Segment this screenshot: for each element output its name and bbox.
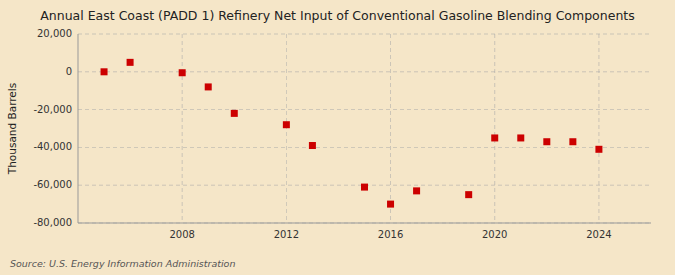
x-axis-line	[78, 223, 651, 224]
x-grid-line	[286, 34, 287, 223]
x-tick-label: 2016	[378, 229, 403, 240]
background	[0, 0, 675, 275]
point	[595, 146, 602, 153]
y-tick-label: 20,000	[37, 28, 72, 39]
chart-container: Annual East Coast (PADD 1) Refinery Net …	[0, 0, 675, 275]
point	[543, 138, 550, 145]
x-grid-line	[598, 34, 599, 223]
point	[491, 134, 498, 141]
point	[283, 121, 290, 128]
point	[127, 59, 134, 66]
y-grid-line	[78, 147, 651, 148]
y-tick-label: 0	[66, 66, 72, 77]
points	[101, 59, 603, 208]
x-tick-label: 2020	[482, 229, 507, 240]
x-tick-label: 2008	[169, 229, 194, 240]
x-tick-label: 2024	[586, 229, 611, 240]
point	[569, 138, 576, 145]
point	[361, 184, 368, 191]
y-axis-line	[78, 34, 79, 223]
y-tick-label: -20,000	[33, 104, 72, 115]
y-tick-label: -60,000	[33, 179, 72, 190]
y-grid-line	[78, 109, 651, 110]
source: Source: U.S. Energy Information Administ…	[10, 258, 235, 269]
point	[101, 68, 108, 75]
x-grid-line	[182, 34, 183, 223]
y-tick-label: -40,000	[33, 141, 72, 152]
y-grid-line	[78, 34, 651, 35]
x-grid-line	[390, 34, 391, 223]
point	[179, 69, 186, 76]
point	[231, 110, 238, 117]
point	[309, 142, 316, 149]
grid	[78, 34, 651, 223]
y-grid-line	[78, 71, 651, 72]
point	[205, 83, 212, 90]
x-tick-label: 2012	[274, 229, 299, 240]
point	[387, 201, 394, 208]
point	[413, 187, 420, 194]
chart: Annual East Coast (PADD 1) Refinery Net …	[0, 0, 675, 275]
point	[465, 191, 472, 198]
y-tick-label: -80,000	[33, 217, 72, 228]
x-grid-line	[494, 34, 495, 223]
title: Annual East Coast (PADD 1) Refinery Net …	[40, 8, 634, 23]
y-axis-label: Thousand Barrels	[6, 83, 18, 175]
y-grid-line	[78, 223, 651, 224]
point	[517, 134, 524, 141]
